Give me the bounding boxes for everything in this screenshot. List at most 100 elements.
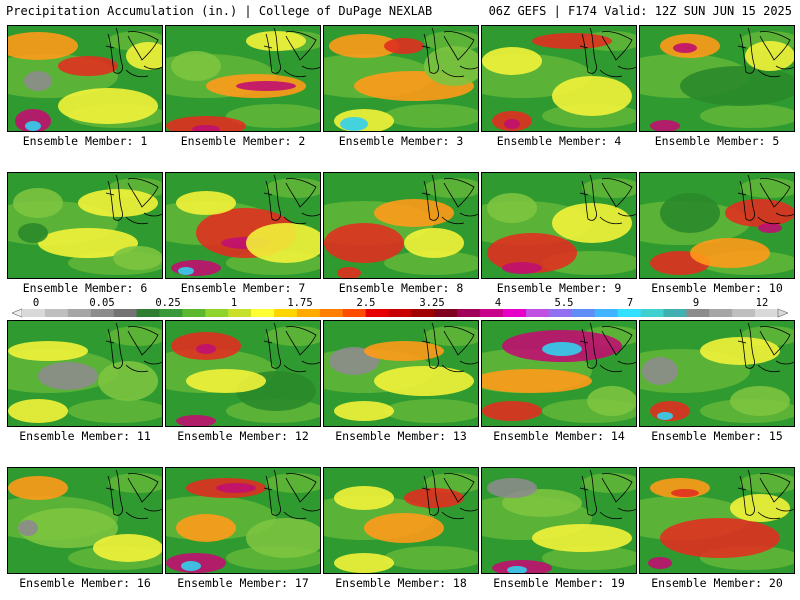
colorbar-swatch	[526, 309, 550, 317]
colorbar-swatch	[594, 309, 618, 317]
ensemble-member-map	[639, 320, 795, 427]
ensemble-member-map	[7, 25, 163, 132]
precip-map	[166, 321, 320, 426]
ensemble-member-map	[639, 467, 795, 574]
colorbar-swatch	[388, 309, 412, 317]
colorbar-swatch	[136, 309, 160, 317]
ensemble-member-map	[323, 172, 479, 279]
ensemble-member-label: Ensemble Member: 17	[177, 576, 309, 590]
precip-map	[166, 468, 320, 573]
precip-map	[640, 173, 794, 278]
precip-map	[640, 321, 794, 426]
colorbar-swatch	[319, 309, 344, 317]
ensemble-member-map	[323, 320, 479, 427]
colorbar-swatch	[571, 309, 596, 317]
ensemble-member-label: Ensemble Member: 19	[493, 576, 625, 590]
colorbar-tick-label: 0.05	[89, 297, 115, 309]
precip-map	[324, 321, 478, 426]
precip-map	[482, 468, 636, 573]
ensemble-member-label: Ensemble Member: 5	[654, 134, 780, 148]
colorbar-tick-label: 1	[230, 297, 238, 309]
page-title: Precipitation Accumulation (in.) | Colle…	[6, 4, 433, 18]
colorbar-swatch	[548, 309, 573, 317]
colorbar-swatch	[411, 309, 435, 317]
colorbar-swatch	[617, 309, 641, 317]
ensemble-member-map	[323, 25, 479, 132]
colorbar-swatch	[44, 309, 69, 317]
precip-map	[324, 26, 478, 131]
ensemble-member-map	[165, 25, 321, 132]
precip-map	[166, 173, 320, 278]
ensemble-member-label: Ensemble Member: 13	[335, 429, 467, 443]
colorbar-min-arrow	[12, 308, 23, 318]
colorbar-swatch	[686, 309, 710, 317]
precip-map	[640, 468, 794, 573]
colorbar-tick-label: 0	[32, 297, 40, 309]
colorbar-swatch	[663, 309, 687, 317]
precip-map	[640, 26, 794, 131]
ensemble-member-map	[481, 467, 637, 574]
ensemble-member-map	[323, 467, 479, 574]
ensemble-member-label: Ensemble Member: 3	[338, 134, 464, 148]
colorbar-tick-label: 2.5	[356, 297, 376, 309]
colorbar-swatch	[755, 309, 779, 317]
colorbar-swatch	[342, 309, 366, 317]
precip-map	[482, 321, 636, 426]
precip-map	[8, 173, 162, 278]
colorbar-tick-label: 5.5	[554, 297, 574, 309]
precip-map	[166, 26, 320, 131]
colorbar-swatch	[274, 309, 298, 317]
colorbar-tick-label: 4	[494, 297, 502, 309]
ensemble-member-label: Ensemble Member: 12	[177, 429, 309, 443]
ensemble-member-map	[165, 172, 321, 279]
ensemble-member-map	[165, 320, 321, 427]
ensemble-member-label: Ensemble Member: 1	[22, 134, 148, 148]
colorbar-swatch	[365, 309, 389, 317]
ensemble-member-map	[7, 320, 163, 427]
colorbar-swatch	[457, 309, 481, 317]
ensemble-member-label: Ensemble Member: 10	[651, 281, 783, 295]
colorbar-swatch	[182, 309, 206, 317]
ensemble-member-label: Ensemble Member: 11	[19, 429, 151, 443]
colorbar-swatch	[251, 309, 275, 317]
precip-map	[482, 26, 636, 131]
ensemble-member-label: Ensemble Member: 15	[651, 429, 783, 443]
colorbar-max-arrow	[777, 308, 788, 318]
colorbar-swatch	[640, 309, 664, 317]
run-info: 06Z GEFS | F174 Valid: 12Z SUN JUN 15 20…	[488, 4, 792, 18]
colorbar-swatch	[22, 309, 46, 317]
colorbar-swatch	[434, 309, 458, 317]
colorbar-swatch	[503, 309, 527, 317]
ensemble-member-map	[481, 320, 637, 427]
colorbar-tick-label: 3.25	[419, 297, 445, 309]
ensemble-member-map	[639, 25, 795, 132]
ensemble-member-map	[481, 25, 637, 132]
precip-map	[8, 26, 162, 131]
ensemble-member-label: Ensemble Member: 18	[335, 576, 467, 590]
ensemble-member-label: Ensemble Member: 6	[22, 281, 148, 295]
ensemble-member-map	[7, 172, 163, 279]
ensemble-member-map	[7, 467, 163, 574]
precip-map	[482, 173, 636, 278]
colorbar-tick-label: 7	[626, 297, 634, 309]
ensemble-member-label: Ensemble Member: 2	[180, 134, 306, 148]
colorbar-swatch	[113, 309, 137, 317]
colorbar-swatch	[480, 309, 504, 317]
colorbar-swatch	[90, 309, 114, 317]
colorbar-tick-label: 12	[755, 297, 769, 309]
colorbar-swatch	[732, 309, 756, 317]
ensemble-member-map	[639, 172, 795, 279]
ensemble-member-label: Ensemble Member: 4	[496, 134, 622, 148]
colorbar-swatch	[709, 309, 733, 317]
ensemble-member-map	[165, 467, 321, 574]
precip-map	[8, 321, 162, 426]
colorbar-tick-label: 0.25	[155, 297, 181, 309]
precip-map	[324, 468, 478, 573]
colorbar-swatch	[296, 309, 321, 317]
ensemble-member-label: Ensemble Member: 9	[496, 281, 622, 295]
colorbar-swatch	[67, 309, 92, 317]
colorbar-tick-label: 9	[692, 297, 700, 309]
colorbar-swatch	[228, 309, 252, 317]
precipitation-colorbar	[12, 308, 788, 318]
ensemble-member-map	[481, 172, 637, 279]
